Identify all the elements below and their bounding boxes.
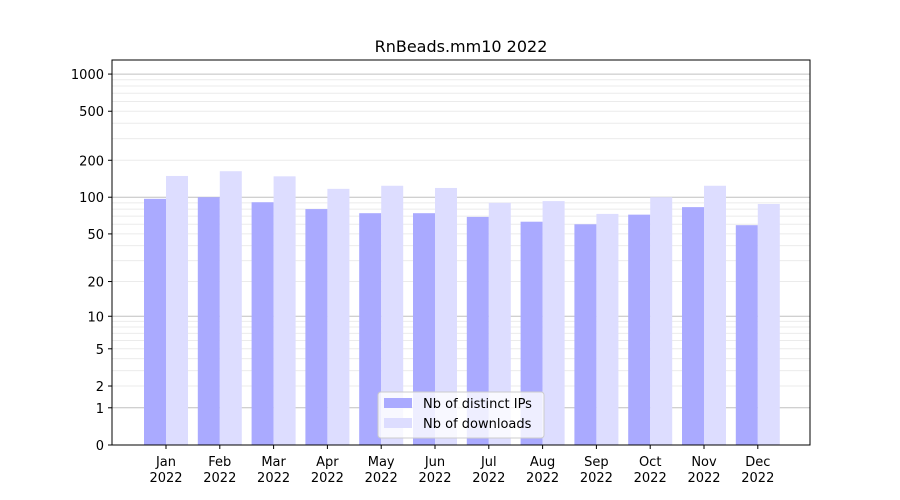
y-tick-label: 10 <box>87 310 104 325</box>
y-tick-label: 20 <box>87 276 104 291</box>
bar-downloads <box>327 188 350 445</box>
x-tick-label-line: Dec <box>745 455 770 470</box>
x-tick-label-line: 2022 <box>311 471 344 486</box>
x-tick-label: Apr 2022 <box>311 455 344 486</box>
bar-downloads <box>381 185 404 445</box>
x-tick-label-line: 2022 <box>580 471 613 486</box>
bar-distinct-ips <box>682 207 704 445</box>
bar-downloads <box>435 187 457 446</box>
bar-downloads <box>757 204 780 445</box>
legend-swatch <box>384 418 412 428</box>
bar-distinct-ips <box>466 216 489 445</box>
bar-downloads <box>704 185 726 445</box>
x-tick-label: May 2022 <box>365 455 398 486</box>
x-tick-label-line: 2022 <box>634 471 667 486</box>
y-tick-label: 5 <box>96 343 104 358</box>
x-tick-label-line: 2022 <box>741 471 774 486</box>
legend-label: Nb of downloads <box>423 417 532 432</box>
bar-distinct-ips <box>359 213 382 445</box>
bar-downloads <box>273 176 296 445</box>
y-tick-label: 2 <box>96 380 104 395</box>
x-tick-label-line: May <box>368 455 395 470</box>
x-tick-label: Dec 2022 <box>741 455 774 486</box>
x-tick-label-line: Nov <box>691 455 717 470</box>
y-tick-label: 100 <box>79 191 104 206</box>
y-tick-label: 1000 <box>71 68 104 83</box>
y-tick-label: 1 <box>96 402 104 417</box>
x-tick-label-line: Jan <box>155 455 176 470</box>
x-tick-label: Nov 2022 <box>687 455 720 486</box>
x-tick-label-line: Sep <box>584 455 609 470</box>
plot-frame <box>111 59 811 446</box>
y-tick-label: 0 <box>96 439 104 454</box>
x-tick-label: Oct 2022 <box>634 455 667 486</box>
x-tick-label-line: 2022 <box>203 471 236 486</box>
legend: Nb of distinct IPs Nb of downloads <box>377 391 545 439</box>
bar-distinct-ips <box>735 225 758 445</box>
bar-downloads <box>488 202 511 445</box>
x-tick-label: Sep 2022 <box>580 455 613 486</box>
x-tick-label-line: 2022 <box>149 471 182 486</box>
x-tick-label: Jul 2022 <box>472 455 505 486</box>
chart-title: RnBeads.mm10 2022 <box>375 37 548 56</box>
legend-label: Nb of distinct IPs <box>423 397 532 412</box>
x-tick-label-line: Oct <box>639 455 661 470</box>
legend-box <box>377 391 545 439</box>
x-tick-label-line: Mar <box>261 455 286 470</box>
x-tick-label-line: Feb <box>208 455 231 470</box>
bar-distinct-ips <box>628 214 651 445</box>
x-tick-label-line: Jul <box>480 455 497 470</box>
bar-downloads <box>650 197 673 445</box>
bar-downloads <box>596 213 619 445</box>
x-tick-label: Mar 2022 <box>257 455 290 486</box>
bar-distinct-ips <box>144 198 166 445</box>
bar-downloads <box>219 171 242 446</box>
bar-downloads <box>166 175 188 445</box>
bar-distinct-ips <box>413 213 435 445</box>
x-tick-label: Feb 2022 <box>203 455 236 486</box>
x-tick-label-line: 2022 <box>526 471 559 486</box>
bar-downloads <box>542 201 565 445</box>
x-tick-label: Aug 2022 <box>526 455 559 486</box>
y-tick-label: 200 <box>79 154 104 169</box>
bar-distinct-ips <box>251 202 274 445</box>
x-tick-label-line: Jun <box>424 455 445 470</box>
x-tick-label-line: 2022 <box>257 471 290 486</box>
x-tick-label: Jan 2022 <box>149 455 182 486</box>
legend-swatch <box>384 398 412 408</box>
bar-distinct-ips <box>574 224 597 445</box>
x-tick-label-line: Aug <box>530 455 555 470</box>
y-tick-label: 500 <box>79 105 104 120</box>
y-tick-label: 50 <box>87 228 104 243</box>
bar-distinct-ips <box>520 221 543 445</box>
bar-distinct-ips <box>305 209 328 445</box>
x-tick-label-line: 2022 <box>418 471 451 486</box>
x-tick-label-line: 2022 <box>687 471 720 486</box>
x-tick-label-line: 2022 <box>472 471 505 486</box>
x-tick-label-line: 2022 <box>365 471 398 486</box>
x-tick-label: Jun 2022 <box>418 455 451 486</box>
bar-distinct-ips <box>197 197 220 445</box>
x-tick-label-line: Apr <box>316 455 339 470</box>
